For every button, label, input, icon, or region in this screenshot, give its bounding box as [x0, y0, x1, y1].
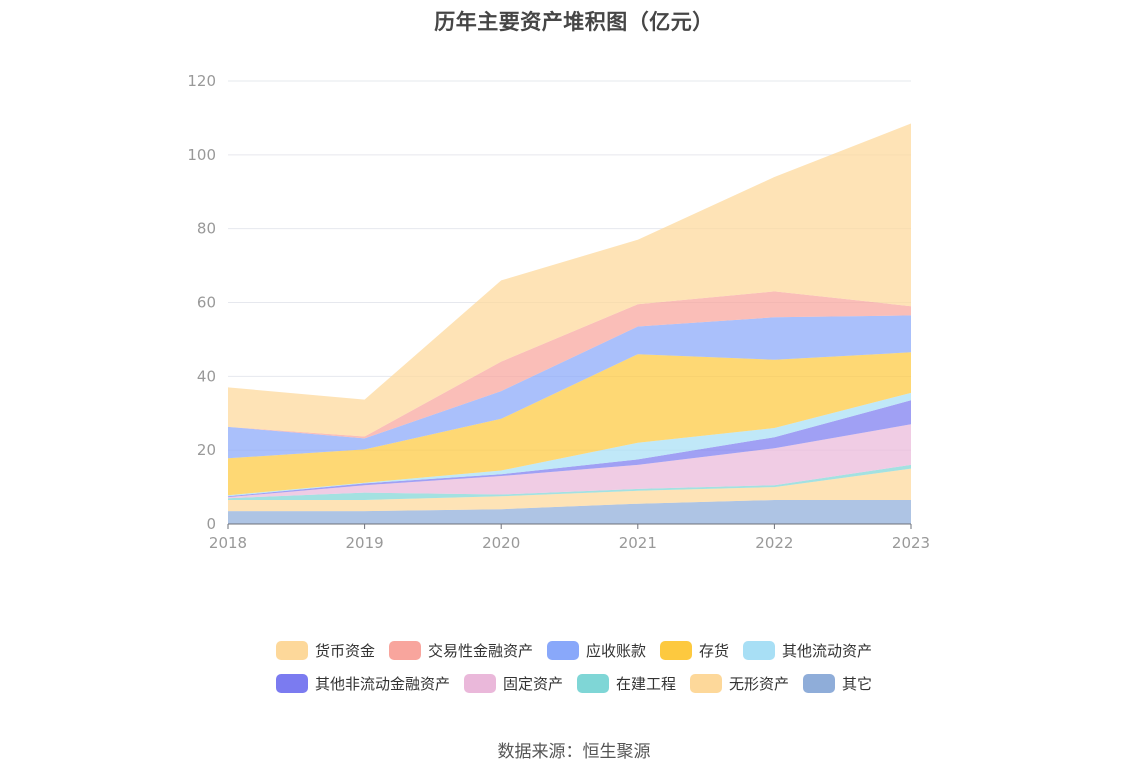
- stacked-area-chart: 0 20 40 60 80 100 120 2018 2019 2020 2021 2022 2023: [187, 72, 930, 552]
- legend-label: 存货: [699, 642, 730, 660]
- legend-swatch: [690, 674, 722, 693]
- legend-swatch: [275, 674, 308, 693]
- legend-swatch: [463, 674, 496, 693]
- legend-row-1: 货币资金 交易性金融资产 应收账款 存货 其他流动资产: [0, 640, 1148, 661]
- legend-item[interactable]: 货币资金: [275, 640, 375, 661]
- area-固定资产: [228, 424, 911, 499]
- legend-swatch: [743, 641, 776, 660]
- legend-label: 其它: [842, 675, 873, 693]
- y-tick-label: 0: [206, 515, 216, 533]
- legend-label: 其他流动资产: [782, 642, 873, 660]
- x-tick-label: 2022: [755, 534, 793, 552]
- legend-item[interactable]: 固定资产: [463, 673, 563, 694]
- legend-item[interactable]: 应收账款: [546, 640, 646, 661]
- legend-swatch: [546, 641, 579, 660]
- legend-swatch: [660, 641, 692, 660]
- area-无形资产: [228, 468, 911, 512]
- legend-item[interactable]: 其他流动资产: [743, 640, 872, 661]
- legend-item[interactable]: 在建工程: [576, 673, 676, 694]
- legend-swatch: [576, 674, 609, 693]
- y-tick-label: 40: [197, 367, 216, 385]
- legend-item[interactable]: 其他非流动金融资产: [275, 673, 450, 694]
- legend-item[interactable]: 无形资产: [690, 673, 789, 694]
- legend-row-2: 其他非流动金融资产 固定资产 在建工程 无形资产 其它: [0, 673, 1148, 694]
- legend-label: 交易性金融资产: [427, 642, 533, 660]
- legend-label: 货币资金: [314, 642, 375, 660]
- legend-swatch: [803, 674, 836, 693]
- chart-title: 历年主要资产堆积图（亿元）: [434, 10, 714, 34]
- y-tick-label: 80: [197, 220, 216, 238]
- x-tick-label: 2018: [209, 534, 247, 552]
- area-货币资金: [228, 123, 911, 437]
- legend-swatch: [388, 641, 421, 660]
- area-存货: [228, 352, 911, 496]
- x-tick-label: 2023: [892, 534, 930, 552]
- data-source: 数据来源：恒生聚源: [497, 742, 651, 762]
- legend-item[interactable]: 交易性金融资产: [388, 640, 533, 661]
- area-应收账款: [228, 315, 911, 459]
- legend-label: 固定资产: [502, 675, 563, 693]
- legend-label: 在建工程: [615, 675, 676, 693]
- x-tick-label: 2019: [346, 534, 384, 552]
- y-tick-label: 100: [187, 146, 216, 164]
- legend-label: 其他非流动金融资产: [314, 675, 450, 693]
- y-tick-label: 20: [197, 441, 216, 459]
- legend-swatch: [275, 641, 308, 660]
- area-在建工程: [228, 464, 911, 500]
- area-交易性金融资产: [228, 291, 911, 439]
- x-tick-label: 2021: [619, 534, 657, 552]
- y-tick-label: 60: [197, 294, 216, 312]
- x-tick-label: 2020: [482, 534, 520, 552]
- y-tick-label: 120: [187, 72, 216, 90]
- legend-label: 无形资产: [729, 675, 790, 693]
- legend-item[interactable]: 存货: [660, 640, 729, 661]
- area-其它: [228, 500, 911, 524]
- legend-item[interactable]: 其它: [803, 673, 872, 694]
- legend-label: 应收账款: [585, 642, 646, 660]
